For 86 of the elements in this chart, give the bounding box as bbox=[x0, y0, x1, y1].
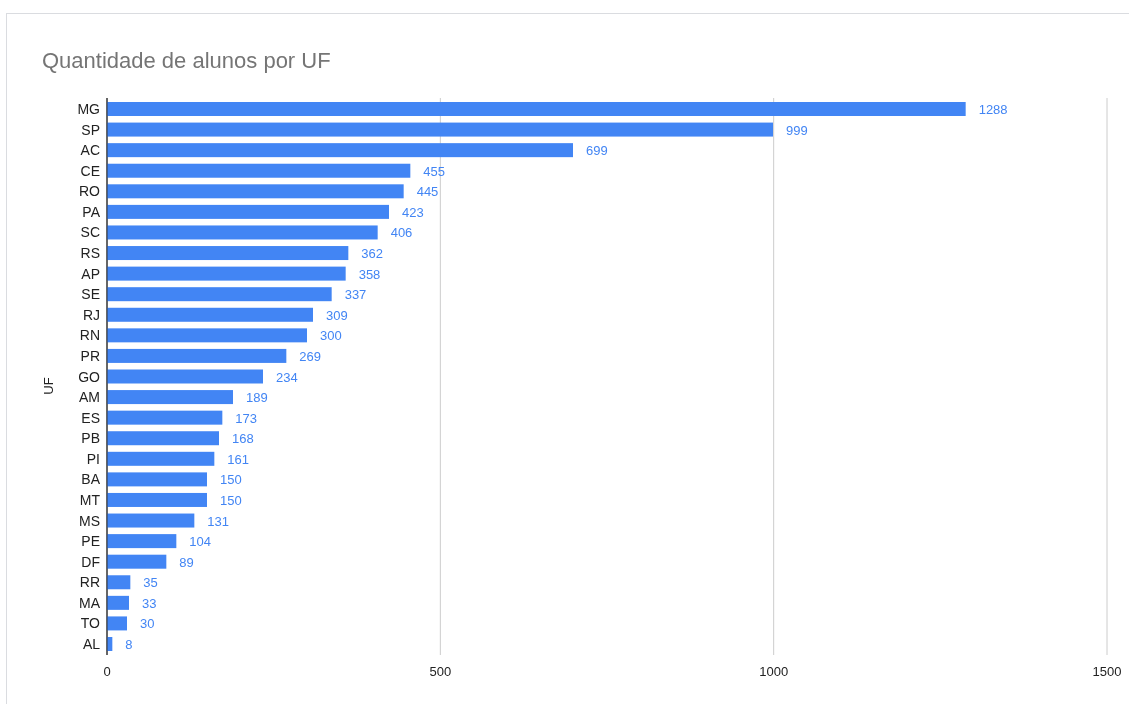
y-tick-label: GO bbox=[78, 368, 101, 385]
data-label: 104 bbox=[189, 534, 212, 550]
y-tick-label: RS bbox=[80, 245, 100, 262]
data-label: 309 bbox=[326, 307, 348, 323]
bar bbox=[107, 492, 207, 507]
bar bbox=[107, 328, 307, 343]
bar bbox=[107, 431, 219, 446]
y-tick-label: SP bbox=[81, 121, 100, 138]
data-label: 150 bbox=[220, 472, 242, 488]
bar bbox=[107, 225, 378, 240]
bar bbox=[107, 390, 233, 405]
bar bbox=[107, 246, 349, 261]
y-tick-label: AL bbox=[82, 636, 101, 652]
y-tick-label: SE bbox=[81, 286, 100, 303]
data-label: 358 bbox=[358, 266, 381, 282]
bar bbox=[107, 616, 127, 631]
x-tick-label: 500 bbox=[429, 664, 452, 679]
data-label: 150 bbox=[220, 492, 242, 508]
y-tick-label: AM bbox=[79, 389, 100, 406]
y-axis-title: UF bbox=[41, 377, 56, 395]
y-tick-label: PB bbox=[81, 430, 100, 447]
y-tick-label: RJ bbox=[82, 306, 100, 323]
y-tick-label: RR bbox=[79, 574, 100, 591]
data-label: 189 bbox=[246, 390, 268, 406]
bar bbox=[107, 307, 313, 322]
y-tick-label: ES bbox=[81, 409, 100, 426]
x-tick-label: 1500 bbox=[1092, 664, 1122, 679]
y-tick-label: AP bbox=[81, 265, 100, 282]
chart-title: Quantidade de alunos por UF bbox=[42, 48, 331, 73]
y-tick-label: SC bbox=[80, 224, 100, 241]
y-tick-label: RO bbox=[79, 183, 101, 200]
y-tick-label: MT bbox=[79, 491, 101, 508]
bar bbox=[107, 102, 966, 116]
y-tick-label: PA bbox=[82, 203, 101, 220]
data-label: 406 bbox=[390, 225, 413, 241]
bar bbox=[107, 554, 167, 569]
data-label: 131 bbox=[207, 513, 230, 529]
data-label: 445 bbox=[416, 184, 439, 200]
bar bbox=[107, 143, 573, 158]
y-tick-label: MG bbox=[77, 101, 100, 117]
data-label: 35 bbox=[143, 575, 158, 591]
bar bbox=[107, 266, 346, 281]
data-label: 699 bbox=[586, 143, 608, 159]
y-tick-label: MS bbox=[79, 512, 100, 529]
bar bbox=[107, 287, 332, 302]
data-label: 300 bbox=[320, 328, 342, 344]
y-tick-label: PI bbox=[86, 450, 100, 467]
bar bbox=[107, 513, 195, 528]
data-label: 337 bbox=[344, 287, 367, 303]
bar bbox=[107, 410, 223, 425]
bar bbox=[107, 595, 129, 610]
data-label: 33 bbox=[142, 595, 157, 611]
data-label: 168 bbox=[232, 431, 254, 447]
data-label: 161 bbox=[227, 451, 250, 467]
data-label: 234 bbox=[276, 369, 298, 385]
bar bbox=[107, 369, 263, 384]
bar bbox=[107, 163, 411, 178]
data-label: 173 bbox=[235, 410, 258, 426]
y-tick-label: RN bbox=[79, 327, 100, 344]
bar bbox=[107, 184, 404, 199]
y-tick-label: DF bbox=[81, 553, 100, 570]
y-tick-label: TO bbox=[80, 615, 101, 632]
bar bbox=[107, 204, 389, 219]
y-tick-label: AC bbox=[80, 142, 100, 159]
y-tick-label: BA bbox=[81, 471, 101, 488]
data-label: 455 bbox=[423, 163, 446, 179]
bar bbox=[107, 451, 215, 466]
y-tick-label: PR bbox=[80, 347, 100, 364]
data-label: 89 bbox=[179, 554, 194, 570]
bar bbox=[107, 348, 287, 363]
bar bbox=[107, 575, 131, 590]
bar bbox=[107, 472, 207, 487]
bar bbox=[107, 122, 773, 137]
y-tick-label: CE bbox=[80, 162, 100, 179]
data-label: 30 bbox=[140, 616, 155, 632]
data-label: 999 bbox=[786, 122, 808, 138]
bar bbox=[107, 534, 177, 549]
data-label: 423 bbox=[402, 204, 424, 220]
x-tick-label: 0 bbox=[103, 664, 111, 679]
data-label: 8 bbox=[125, 637, 133, 652]
y-tick-label: PE bbox=[81, 533, 100, 550]
x-tick-label: 1000 bbox=[759, 664, 789, 679]
data-label: 362 bbox=[361, 246, 384, 262]
y-tick-label: MA bbox=[79, 594, 101, 611]
data-label: 269 bbox=[299, 348, 322, 364]
data-label: 1288 bbox=[978, 102, 1008, 117]
